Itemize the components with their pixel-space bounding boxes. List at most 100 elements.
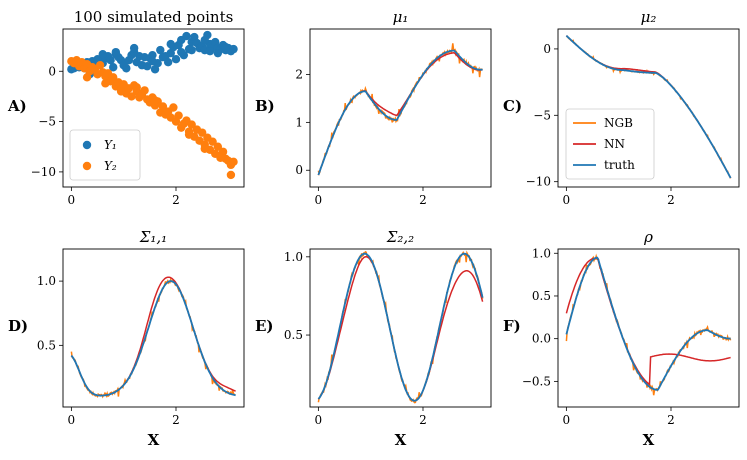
scatter-point-1 <box>148 57 157 66</box>
y-tick-label: 0 <box>48 64 56 78</box>
scatter-point-1 <box>182 31 191 41</box>
x-tick-label: 2 <box>419 413 427 427</box>
scatter-point-2 <box>174 111 183 120</box>
x-tick-label: 2 <box>667 413 675 427</box>
scatter-point-1 <box>109 63 118 72</box>
panel-c: 0 2 0 −5 −10 μ₂ C) NGB NN truth <box>503 8 740 207</box>
scatter-point-2 <box>208 137 217 146</box>
truth-series-line <box>317 49 483 176</box>
truth-series-line <box>70 280 236 397</box>
axes-frame <box>309 28 492 188</box>
x-axis-label: X <box>395 431 407 449</box>
nn-series-line <box>70 276 236 397</box>
scatter-point-1 <box>122 64 131 73</box>
truth-series-line <box>565 256 731 391</box>
scatter-point-1 <box>129 43 139 53</box>
x-tick-label: 2 <box>172 193 180 207</box>
axes-frame <box>62 28 245 188</box>
y-tick-label: 0 <box>543 42 551 56</box>
ngb-series-line <box>70 277 236 399</box>
scatter-point-1 <box>229 44 238 54</box>
plot-area <box>565 34 732 179</box>
legend-label: NN <box>604 137 625 151</box>
x-tick-label: 2 <box>419 193 427 207</box>
ngb-series-line <box>565 253 732 396</box>
legend-marker <box>82 161 92 171</box>
y-tick-label: −10 <box>526 175 551 189</box>
panel-b: 0 2 0 1 2 μ₁ B) <box>255 8 492 207</box>
scatter-point-1 <box>200 35 209 45</box>
axes-frame <box>557 28 740 188</box>
x-tick-label: 0 <box>315 193 323 207</box>
x-axis-label: X <box>643 431 655 449</box>
y-tick-label: 2 <box>295 67 303 81</box>
panel-letter: D) <box>8 317 28 335</box>
scatter-point-1 <box>205 46 215 56</box>
panel-letter: C) <box>503 97 522 115</box>
panel-e: 0 2 0.5 1.0 Σ₂,₂ E) X <box>255 228 492 449</box>
x-tick-label: 0 <box>563 413 571 427</box>
nn-series-line <box>565 257 731 386</box>
legend-box <box>565 108 655 180</box>
x-tick-label: 2 <box>667 193 675 207</box>
scatter-point-1 <box>213 48 223 58</box>
scatter-point-1 <box>177 47 186 57</box>
scatter-point-2 <box>101 79 110 88</box>
scatter-point-2 <box>127 92 136 101</box>
plot-area <box>317 43 483 177</box>
panel-letter: A) <box>7 97 27 115</box>
panel-title: ρ <box>643 228 653 246</box>
scatter-point-2 <box>140 86 149 95</box>
y-tick-label: −5 <box>533 108 551 122</box>
panel-letter: F) <box>503 317 521 335</box>
plot-area <box>70 276 236 399</box>
legend-label: Y₁ <box>104 138 117 152</box>
scatter-point-1 <box>156 45 165 55</box>
panel-title: Σ₂,₂ <box>386 228 414 246</box>
panel-title: μ₂ <box>641 8 657 26</box>
panel-title: μ₁ <box>393 8 409 26</box>
x-tick-label: 0 <box>315 413 323 427</box>
y-tick-label: 1.0 <box>37 274 56 288</box>
axes-frame <box>62 248 245 408</box>
scatter-point-2 <box>132 83 141 92</box>
scatter-point-1 <box>98 49 107 59</box>
y-tick-label: 1.0 <box>284 250 303 264</box>
plot-area <box>565 253 732 396</box>
x-tick-label: 0 <box>68 193 76 207</box>
legend-label: NGB <box>604 116 633 130</box>
scatter-point-2 <box>95 61 105 70</box>
scatter-point-1 <box>111 47 121 57</box>
y-tick-label: −5 <box>38 115 56 129</box>
scatter-point-2 <box>116 87 126 96</box>
plot-area <box>67 30 238 180</box>
nn-series-line <box>317 256 484 402</box>
scatter-point-2 <box>187 120 196 129</box>
y-tick-label: 0 <box>295 163 303 177</box>
truth-series-line <box>565 34 732 179</box>
panel-title: Σ₁,₁ <box>139 228 167 246</box>
scatter-point-2 <box>169 103 178 112</box>
y-tick-label: 0.5 <box>532 289 551 303</box>
scatter-point-1 <box>163 58 173 67</box>
panel-f: 0 2 1.0 0.5 0.0 −0.5 ρ F) X <box>503 228 740 449</box>
plot-area <box>317 250 484 404</box>
x-axis-label: X <box>148 431 160 449</box>
y-tick-label: 0.0 <box>532 332 551 346</box>
scatter-point-1 <box>106 55 115 65</box>
panel-letter: B) <box>255 97 275 115</box>
ngb-series-line <box>317 250 484 404</box>
scatter-point-2 <box>226 170 236 180</box>
panel-letter: E) <box>255 317 274 335</box>
scatter-point-2 <box>109 73 118 82</box>
y-tick-label: −10 <box>31 165 56 179</box>
panel-title: 100 simulated points <box>74 8 234 26</box>
panel-a: 0 2 0 −5 −10 100 simulated points A) Y₁ Y₂ <box>7 8 245 207</box>
axes-frame <box>557 248 740 408</box>
scatter-point-1 <box>187 45 196 55</box>
scatter-point-2 <box>200 144 209 153</box>
scatter-point-2 <box>229 157 238 167</box>
legend-label: Y₂ <box>104 159 117 173</box>
x-tick-label: 0 <box>563 193 571 207</box>
